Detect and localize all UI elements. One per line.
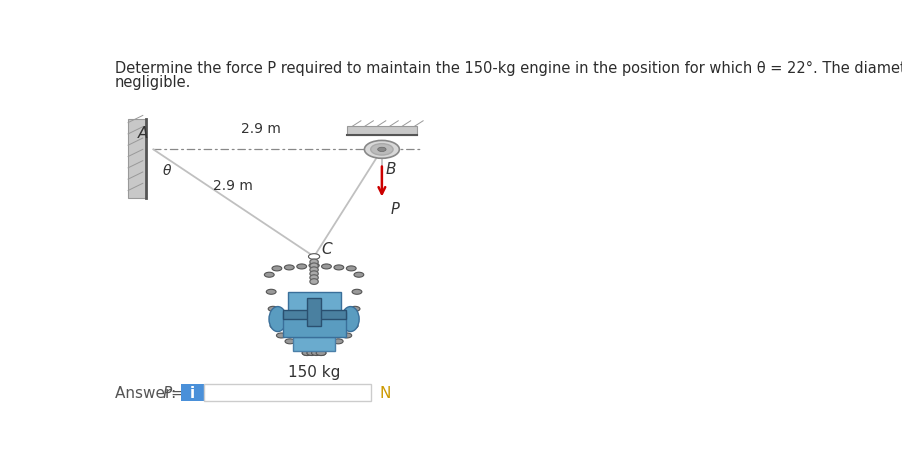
Bar [307,298,321,326]
Ellipse shape [310,263,318,269]
Ellipse shape [310,275,318,281]
Bar [288,293,341,312]
Circle shape [307,351,317,356]
Circle shape [302,351,312,356]
Text: 150 kg: 150 kg [288,364,340,379]
Circle shape [266,290,276,294]
FancyBboxPatch shape [181,384,204,400]
Text: =: = [170,385,183,400]
Text: 2.9 m: 2.9 m [241,122,281,136]
Circle shape [311,351,321,356]
Circle shape [294,345,303,350]
Circle shape [325,345,335,350]
Text: negligible.: negligible. [115,75,191,90]
Circle shape [308,254,319,260]
Circle shape [342,333,352,338]
Text: N: N [380,385,391,400]
Circle shape [270,324,280,329]
Text: B: B [385,161,396,176]
Circle shape [285,339,295,344]
Bar [293,337,335,351]
Circle shape [346,266,356,271]
Circle shape [322,264,331,269]
Circle shape [284,265,294,270]
FancyBboxPatch shape [204,384,372,400]
Circle shape [309,263,319,269]
Bar [347,127,417,136]
Text: A: A [137,126,148,141]
Circle shape [364,141,400,159]
Text: i: i [190,385,195,400]
Text: P: P [163,385,172,400]
Text: 2.9 m: 2.9 m [213,179,253,193]
Ellipse shape [310,267,318,273]
Circle shape [302,351,312,356]
Ellipse shape [310,271,318,277]
Circle shape [348,324,358,329]
Text: Determine the force ​P​ required to maintain the 150-kg engine in the position f: Determine the force ​P​ required to main… [115,61,902,76]
Bar [282,311,345,319]
Ellipse shape [269,307,287,332]
Text: C: C [321,241,332,257]
Ellipse shape [310,259,318,265]
Text: $\theta$: $\theta$ [161,163,172,177]
Circle shape [264,273,274,278]
Circle shape [334,265,344,270]
Circle shape [378,148,386,152]
Circle shape [276,333,286,338]
Circle shape [297,264,307,269]
Circle shape [350,307,360,312]
Circle shape [317,351,326,356]
Circle shape [309,263,319,269]
Circle shape [272,266,281,271]
Ellipse shape [342,307,359,332]
Bar [282,312,345,337]
Bar [128,120,146,198]
Text: Answer:: Answer: [115,385,181,400]
Circle shape [334,339,343,344]
Circle shape [371,144,393,156]
Circle shape [268,307,278,312]
Text: P: P [391,202,400,217]
Circle shape [352,290,362,294]
Ellipse shape [310,279,318,285]
Circle shape [354,273,364,278]
Circle shape [317,351,326,356]
